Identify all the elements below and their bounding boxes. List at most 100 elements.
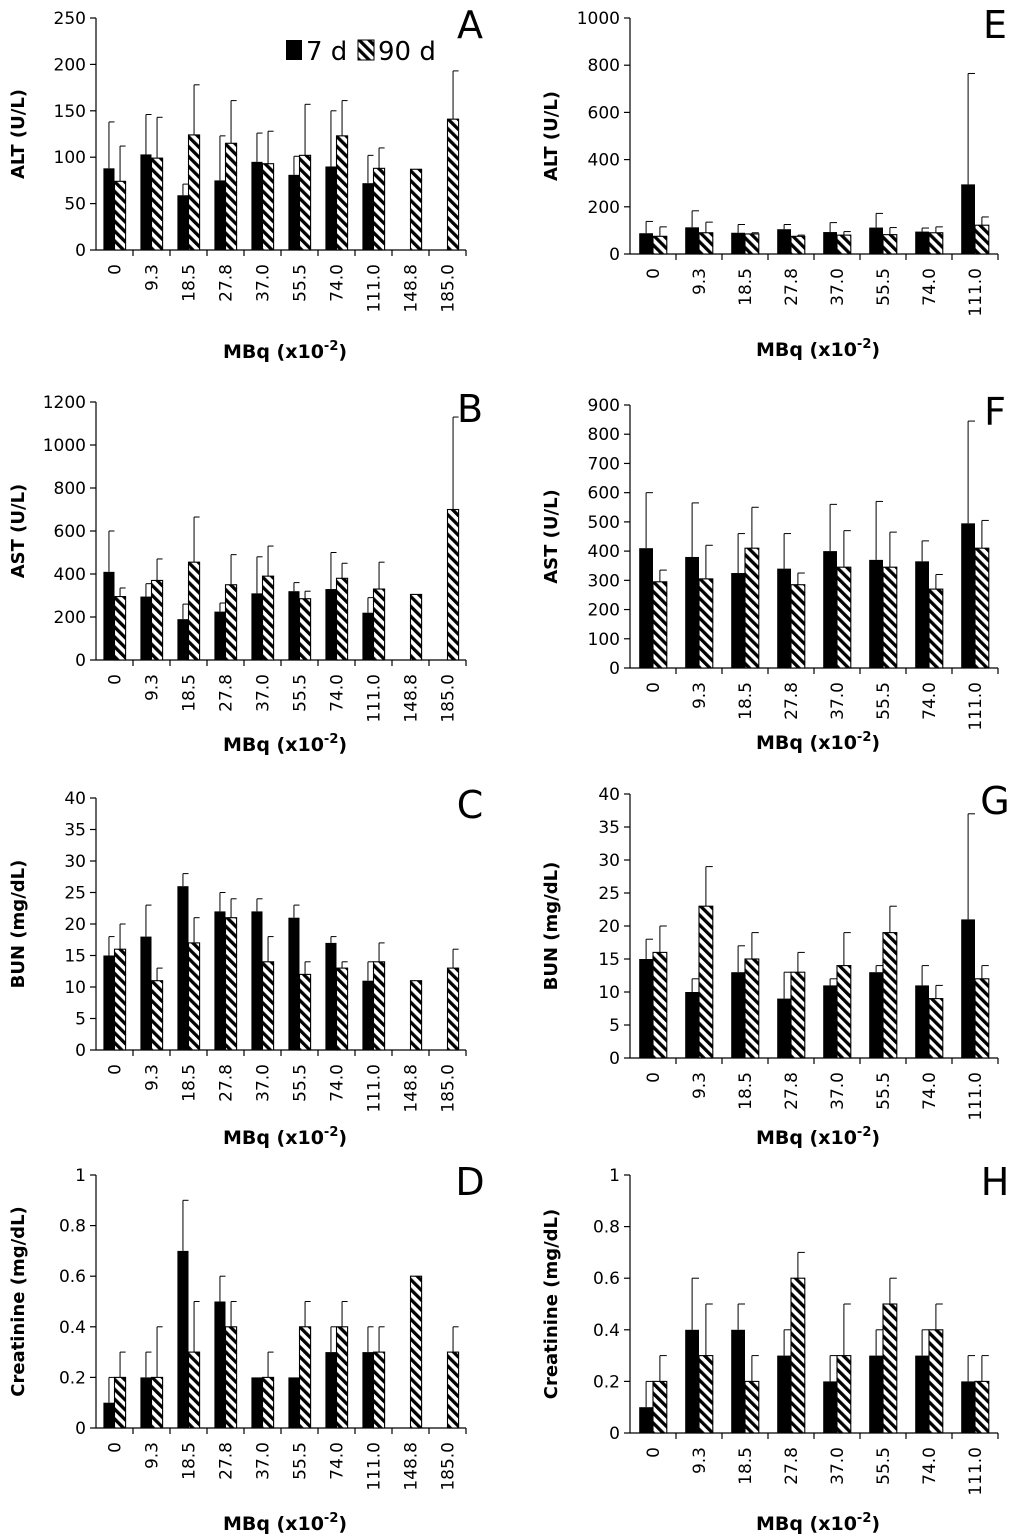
bar-7d	[103, 168, 115, 250]
legend: 7 d 90 d	[286, 37, 436, 67]
x-tick-label: 111.0	[365, 1064, 385, 1113]
bar-90d	[446, 508, 460, 661]
y-tick-label: 800	[588, 425, 620, 445]
bar-7d	[685, 1329, 699, 1433]
bar-7d	[915, 985, 929, 1058]
bar-90d	[836, 234, 852, 255]
legend-label-7d: 7 d	[306, 37, 347, 67]
bar-90d	[372, 961, 386, 1051]
x-tick-label: 0	[644, 682, 664, 693]
bar-7d	[639, 233, 653, 254]
bar-90d	[652, 951, 668, 1059]
bar-90d	[836, 1355, 852, 1434]
y-axis-label: BUN (mg/dL)	[541, 862, 562, 991]
bar-7d	[325, 589, 337, 660]
y-tick-label: 35	[598, 818, 620, 838]
bar-7d	[214, 180, 226, 250]
y-tick-label: 25	[598, 884, 620, 904]
x-axis-label: MBq (x10-2)	[223, 1511, 347, 1535]
x-tick-label: 18.5	[736, 1447, 756, 1485]
x-tick-label: 18.5	[736, 268, 756, 306]
x-tick-label: 9.3	[143, 1442, 163, 1469]
x-tick-label: 55.5	[874, 682, 894, 720]
bar-90d	[335, 135, 349, 251]
x-tick-label: 9.3	[690, 1447, 710, 1474]
x-tick-label: 27.8	[217, 674, 237, 712]
x-tick-label: 27.8	[782, 1072, 802, 1110]
bar-7d	[685, 992, 699, 1058]
y-tick-label: 0.4	[59, 1318, 86, 1338]
bar-90d	[298, 973, 312, 1051]
y-tick-label: 250	[54, 9, 86, 29]
y-tick-label: 0	[609, 1049, 620, 1069]
x-tick-label: 9.3	[143, 674, 163, 701]
x-tick-label: 37.0	[828, 1072, 848, 1110]
x-tick-label: 37.0	[254, 674, 274, 712]
bar-90d	[882, 1303, 898, 1434]
x-tick-label: 74.0	[328, 1442, 348, 1480]
bar-90d	[698, 905, 714, 1059]
y-axis-label: Creatinine (mg/dL)	[8, 1206, 29, 1397]
bar-7d	[362, 612, 374, 660]
x-tick-label: 9.3	[143, 1064, 163, 1091]
x-tick-label: 111.0	[966, 1072, 986, 1121]
bar-7d	[869, 559, 883, 668]
x-tick-label: 55.5	[874, 1072, 894, 1110]
y-tick-label: 300	[588, 571, 620, 591]
y-tick-label: 400	[588, 151, 620, 171]
bar-7d	[177, 619, 189, 660]
x-tick-label: 185.0	[439, 674, 459, 723]
bar-7d	[731, 573, 745, 668]
y-tick-label: 30	[64, 852, 86, 872]
x-tick-label: 55.5	[291, 1442, 311, 1480]
panel-letter: H	[981, 1160, 1010, 1204]
x-tick-label: 37.0	[828, 1447, 848, 1485]
bar-90d	[974, 1380, 990, 1434]
bar-90d	[335, 967, 349, 1051]
bar-7d	[362, 980, 374, 1050]
bar-7d	[325, 942, 337, 1050]
bar-7d	[214, 1301, 226, 1428]
x-tick-label: 0	[106, 1064, 126, 1075]
bar-90d	[224, 917, 238, 1051]
bar-90d	[928, 1329, 944, 1434]
x-tick-label: 148.8	[402, 1064, 422, 1113]
y-tick-label: 1	[609, 1166, 620, 1186]
y-tick-label: 100	[54, 148, 86, 168]
bar-7d	[777, 1355, 791, 1433]
bar-90d	[409, 168, 423, 251]
legend-swatch-7d	[286, 40, 302, 60]
bar-90d	[652, 581, 668, 669]
x-tick-label: 0	[644, 1072, 664, 1083]
bar-7d	[140, 154, 152, 250]
bar-7d	[777, 229, 791, 254]
bar-90d	[113, 596, 127, 661]
bar-90d	[698, 232, 714, 255]
y-tick-label: 0.6	[59, 1267, 86, 1287]
bar-90d	[744, 1380, 760, 1434]
y-tick-label: 200	[54, 55, 86, 75]
panel-f: 0 100 200 300 400 500 600 700 800 900 0 9.3 18.5 27.8…	[541, 390, 1006, 754]
y-tick-label: 200	[588, 601, 620, 621]
y-tick-label: 600	[54, 522, 86, 542]
x-tick-label: 111.0	[365, 674, 385, 723]
y-tick-label: 35	[64, 821, 86, 841]
bar-90d	[882, 566, 898, 669]
panel-letter: E	[983, 3, 1007, 47]
x-tick-label: 185.0	[439, 264, 459, 313]
bar-7d	[961, 1381, 975, 1433]
bar-90d	[113, 180, 127, 251]
y-tick-label: 800	[54, 479, 86, 499]
bar-7d	[362, 1352, 374, 1428]
y-tick-label: 20	[598, 917, 620, 937]
x-tick-label: 74.0	[920, 1072, 940, 1110]
y-tick-label: 50	[64, 195, 86, 215]
bar-90d	[744, 547, 760, 669]
y-tick-label: 10	[64, 978, 86, 998]
x-tick-label: 9.3	[690, 1072, 710, 1099]
x-tick-label: 55.5	[874, 1447, 894, 1485]
x-tick-label: 27.8	[217, 1442, 237, 1480]
y-tick-label: 15	[598, 950, 620, 970]
bar-7d	[177, 1250, 189, 1428]
panel-letter: F	[984, 390, 1006, 434]
